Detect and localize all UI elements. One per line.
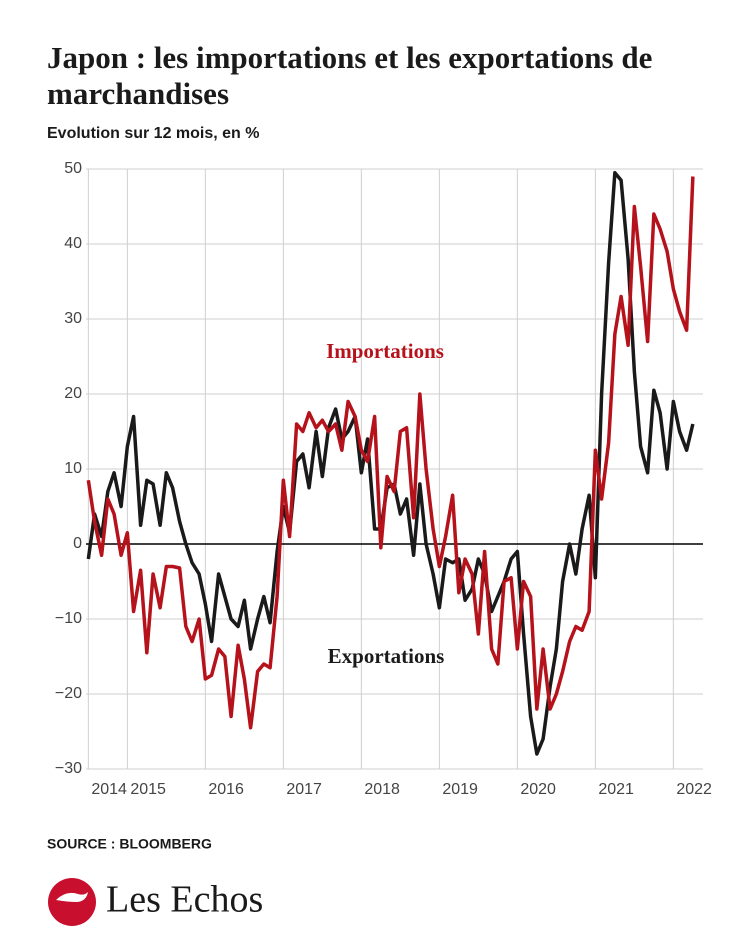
series-line <box>86 176 695 730</box>
x-tick-label: 2016 <box>208 781 244 798</box>
y-tick-label: 0 <box>73 535 82 552</box>
x-tick-label: 2022 <box>676 781 712 798</box>
annotation: Importations <box>326 339 444 363</box>
subtitle: Evolution sur 12 mois, en % <box>47 125 260 142</box>
y-tick-label: 10 <box>64 460 82 477</box>
logo-text: Les Echos <box>106 879 263 921</box>
y-tick-label: 40 <box>64 235 82 252</box>
x-tick-label: 2017 <box>286 781 322 798</box>
source: SOURCE : BLOOMBERG <box>47 836 212 852</box>
x-tick-label: 2021 <box>598 781 634 798</box>
y-tick-label: −30 <box>55 760 82 777</box>
annotation: Exportations <box>328 644 445 668</box>
y-tick-label: 20 <box>64 385 82 402</box>
x-tick-label: 2014 <box>91 781 127 798</box>
x-tick-label: 2018 <box>364 781 400 798</box>
y-tick-label: −10 <box>55 610 82 627</box>
logo-bird <box>56 892 88 902</box>
x-tick-label: 2019 <box>442 781 478 798</box>
x-tick-label: 2015 <box>130 781 166 798</box>
x-tick-label: 2020 <box>520 781 556 798</box>
y-tick-label: −20 <box>55 685 82 702</box>
y-tick-label: 50 <box>64 160 82 177</box>
title: Japon : les importations et les exportat… <box>47 40 653 111</box>
y-tick-label: 30 <box>64 310 82 327</box>
logo-icon <box>48 878 96 926</box>
